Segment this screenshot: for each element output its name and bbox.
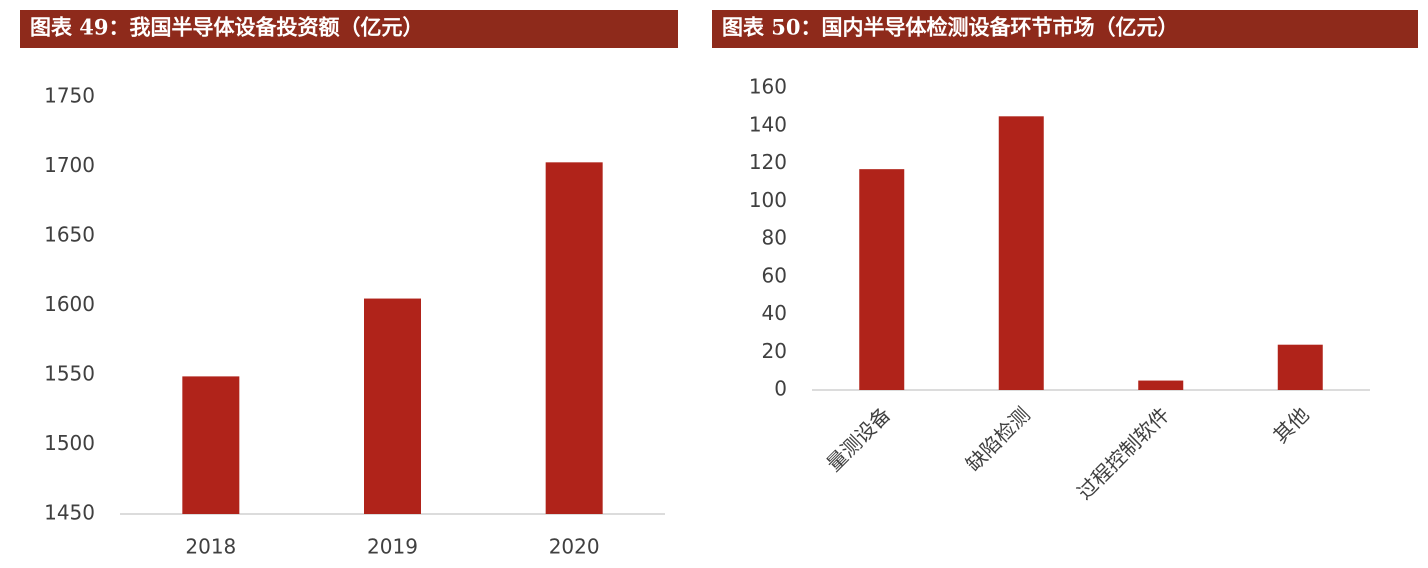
y-tick-label: 1750 [44,84,95,108]
y-tick-label: 40 [762,301,787,325]
y-tick-label: 100 [749,188,787,212]
x-tick-label: 缺陷检测 [961,402,1035,476]
bar [1138,380,1184,390]
bar [545,162,603,514]
y-tick-label: 1450 [44,501,95,525]
y-tick-label: 1600 [44,292,95,316]
x-tick-label: 量测设备 [822,402,896,476]
x-tick-label: 2020 [549,535,600,559]
x-tick-label: 其他 [1268,402,1313,447]
y-tick-label: 140 [749,112,787,136]
bar [859,169,905,390]
x-tick-label: 2018 [185,535,236,559]
y-tick-label: 1500 [44,431,95,455]
y-tick-label: 1550 [44,362,95,386]
chart-title: 图表 50：国内半导体检测设备环节市场（亿元） [722,15,1179,40]
y-tick-label: 1650 [44,223,95,247]
bar [998,116,1044,390]
title-bar [20,10,678,48]
title-bar [712,10,1418,48]
y-tick-label: 120 [749,150,787,174]
x-tick-label: 2019 [367,535,418,559]
y-tick-label: 20 [762,339,787,363]
y-tick-label: 1700 [44,153,95,177]
y-tick-label: 80 [762,226,787,250]
y-tick-label: 60 [762,263,787,287]
chart-title: 图表 49：我国半导体设备投资额（亿元） [30,15,424,40]
y-tick-label: 0 [774,377,787,401]
y-tick-label: 160 [749,75,787,99]
bar [1277,344,1323,390]
bar [364,298,421,514]
x-tick-label: 过程控制软件 [1072,402,1174,504]
bar [182,376,240,514]
